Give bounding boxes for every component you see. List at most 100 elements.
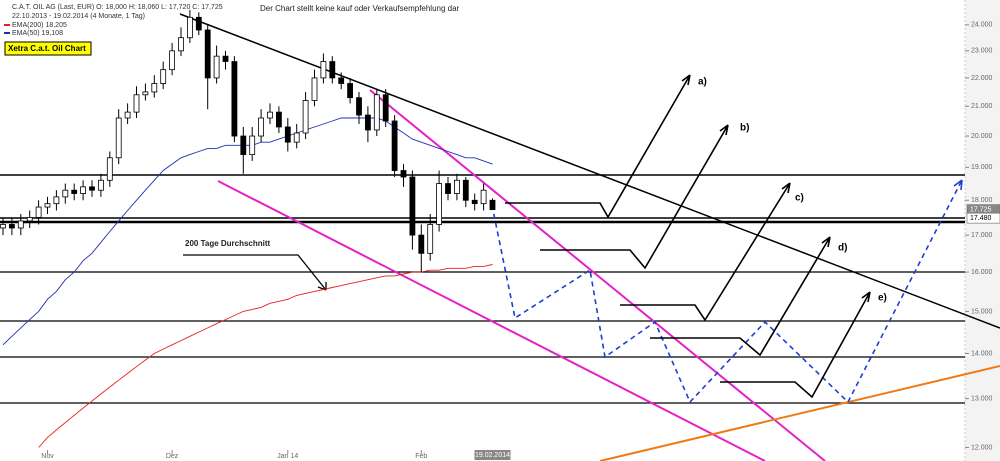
y-tick-label: 12.000: [971, 444, 993, 451]
candle-body: [293, 132, 300, 143]
trend-line: [179, 13, 1000, 329]
candle-body: [151, 83, 158, 93]
candle-body: [98, 179, 104, 191]
x-tick-label: Feb: [415, 453, 427, 460]
candle-body: [80, 186, 86, 194]
scenario-arrow: [505, 74, 691, 219]
candle-body: [26, 217, 33, 222]
support-lines: [0, 13, 1000, 404]
candle-body: [222, 55, 229, 62]
candle-body: [231, 61, 238, 137]
candle-body: [53, 196, 60, 205]
candle-body: [311, 77, 318, 101]
candle-body: [418, 234, 425, 254]
scenario-arrow: [620, 182, 791, 322]
candle-body: [489, 199, 496, 211]
axis-background: [965, 0, 1000, 461]
y-tick-label: 19.000: [971, 164, 993, 171]
scenario-arrow: [540, 124, 729, 270]
scenario-arrow: [720, 291, 871, 399]
candle-body: [186, 16, 193, 39]
candle-body: [8, 224, 15, 229]
scenario-label: e): [878, 293, 887, 304]
candle-body: [169, 50, 176, 71]
legend-label: EMA(50) 19,108: [12, 30, 63, 37]
candle-body: [453, 179, 460, 194]
ema-line: [38, 264, 493, 448]
scenario-label: d): [838, 243, 847, 254]
candle-body: [178, 37, 184, 52]
candle-body: [275, 111, 282, 128]
candle-body: [400, 170, 407, 178]
candle-body: [249, 135, 256, 156]
y-tick-label: 15.000: [971, 308, 993, 315]
channel-lines: [217, 89, 826, 461]
candle-body: [160, 69, 167, 84]
candle-body: [445, 183, 451, 194]
candle-body: [347, 83, 354, 99]
background-layer: 12.000 13.000 14.000 15.000 16.000 17.000 18.0…: [41, 22, 992, 460]
candle-body: [409, 176, 416, 236]
candle-body: [364, 114, 371, 131]
candle-body: [480, 189, 487, 205]
candle-body: [302, 100, 309, 134]
price-label: 17.480: [970, 215, 992, 222]
scenario-label: c): [795, 193, 804, 204]
candle-body: [329, 61, 336, 79]
ema-line: [2, 117, 493, 346]
candle-body: [436, 183, 443, 225]
y-tick-label: 16.000: [971, 269, 993, 276]
candle-body: [320, 61, 327, 79]
candle-body: [462, 179, 469, 201]
channel-line: [217, 180, 766, 461]
cursor-date-box: [474, 450, 511, 460]
y-tick-label: 23.000: [971, 48, 993, 55]
scenario-arrow: [650, 236, 831, 357]
y-tick-label: 14.000: [971, 350, 993, 357]
candle-body: [267, 111, 273, 119]
y-tick-label: 13.000: [971, 396, 993, 403]
candle-body: [240, 135, 247, 156]
candle-body: [284, 126, 291, 143]
price-label: 17.725: [970, 206, 992, 213]
legend-label: EMA(200) 18,205: [12, 22, 67, 29]
candle-body: [471, 199, 478, 205]
candle-body: [204, 29, 211, 79]
x-tick-label: Dez: [166, 453, 179, 460]
candle-body: [195, 16, 202, 31]
x-tick-label: Nov: [41, 453, 54, 460]
candle-body: [258, 117, 265, 137]
x-tick-label: Jan 14: [277, 453, 298, 460]
price-label-box: [966, 212, 1000, 224]
chart-label: Xetra C.a.t. Oil Chart: [8, 44, 86, 53]
candle-body: [124, 111, 131, 119]
y-tick-label: 18.000: [971, 197, 993, 204]
y-tick-label: 20.000: [971, 133, 993, 140]
y-tick-label: 24.000: [971, 22, 993, 29]
candle-body: [62, 189, 69, 198]
candle-body: [71, 189, 78, 194]
candle-body: [356, 97, 362, 116]
period: 22.10.2013 - 19.02.2014 (4 Monate, 1 Tag…: [12, 13, 145, 20]
candle-body: [391, 120, 398, 171]
candle-body: [373, 94, 380, 131]
candle-body: [213, 55, 220, 79]
chart-label-box: [4, 41, 92, 56]
cursor-date: 19.02.2014: [475, 452, 510, 459]
y-tick-label: 22.000: [971, 75, 993, 82]
chart-title: Der Chart stellt keine kauf oder Verkauf…: [260, 4, 460, 13]
y-tick-label: 17.000: [971, 232, 993, 239]
scenario-arrows: [183, 74, 871, 399]
candle-body: [17, 220, 24, 229]
y-tick-label: 21.000: [971, 103, 993, 110]
arrow-head: [953, 179, 963, 191]
candle-body: [338, 77, 345, 84]
candle-body: [44, 203, 51, 208]
scenario-label: b): [740, 123, 749, 134]
candle-body: [89, 186, 95, 191]
candle-body: [106, 157, 113, 181]
channel-line: [369, 89, 826, 461]
